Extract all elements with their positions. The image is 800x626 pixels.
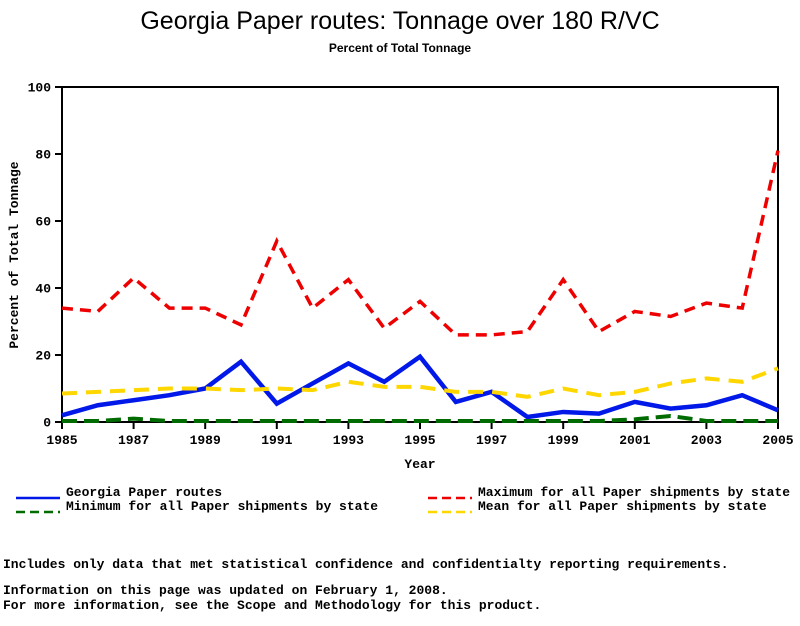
legend-label: Mean for all Paper shipments by state [478, 499, 767, 514]
plot-area: 0 20 40 60 80 100 1985 1987 1989 1991 1993 1995 1997… [28, 81, 794, 448]
svg-text:2001: 2001 [619, 433, 650, 448]
chart-subtitle: Percent of Total Tonnage [328, 41, 472, 55]
legend-line-solid-blue-icon [16, 489, 60, 500]
svg-text:1987: 1987 [118, 433, 149, 448]
svg-text:1997: 1997 [476, 433, 507, 448]
svg-text:100: 100 [28, 81, 52, 96]
svg-text:1993: 1993 [333, 433, 364, 448]
svg-text:40: 40 [35, 282, 51, 297]
chart-title: Georgia Paper routes: Tonnage over 180 R… [140, 7, 660, 35]
confidentiality-note: Includes only data that met statistical … [3, 531, 729, 626]
legend-label: Georgia Paper routes [66, 485, 223, 500]
legend-line-dashed-green-icon [16, 503, 60, 514]
legend-line-dashed-red-icon [428, 489, 472, 500]
svg-text:2003: 2003 [691, 433, 722, 448]
y-axis-title: Percent of Total Tonnage [7, 161, 22, 349]
updated-note: Information on this page was updated on … [3, 583, 448, 598]
legend-label: Maximum for all Paper shipments by state [478, 485, 791, 500]
legend-line-dashed-yellow-icon [428, 503, 472, 514]
legend-item-minimum: Minimum for all Paper shipments by state [16, 500, 378, 514]
svg-text:1991: 1991 [261, 433, 292, 448]
legend-item-mean: Mean for all Paper shipments by state [428, 500, 767, 514]
svg-text:20: 20 [35, 349, 51, 364]
svg-text:1989: 1989 [190, 433, 221, 448]
confidentiality-note-line2: For more information, see the Scope and … [3, 597, 542, 613]
confidentiality-note-line1: Includes only data that met statistical … [3, 557, 729, 572]
svg-text:0: 0 [43, 416, 51, 431]
svg-text:1999: 1999 [548, 433, 579, 448]
legend-label: Minimum for all Paper shipments by state [66, 499, 379, 514]
svg-text:60: 60 [35, 215, 51, 230]
svg-text:2005: 2005 [762, 433, 793, 448]
svg-text:1985: 1985 [46, 433, 77, 448]
x-axis-title: Year [404, 457, 436, 472]
legend-item-maximum: Maximum for all Paper shipments by state [428, 486, 790, 500]
svg-text:1995: 1995 [404, 433, 435, 448]
legend-item-georgia-paper-routes: Georgia Paper routes [16, 486, 222, 500]
svg-text:80: 80 [35, 148, 51, 163]
